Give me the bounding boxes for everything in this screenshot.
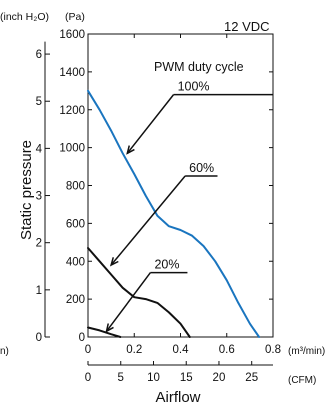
y-tick-label: 600 <box>66 218 85 230</box>
left-edge-fragment: n) <box>0 346 9 357</box>
y2-tick-label: 5 <box>36 96 42 108</box>
annotation-leader <box>110 175 186 266</box>
x-tick-label: 0.2 <box>126 344 142 356</box>
annotation-label: 20% <box>154 258 179 272</box>
x-unit-primary: (m³/min) <box>288 346 325 357</box>
y2-tick-label: 4 <box>36 143 43 155</box>
y-tick-label: 800 <box>66 181 85 193</box>
y-tick-label: 200 <box>66 294 85 306</box>
y2-tick-label: 1 <box>36 285 42 297</box>
x-axis-title: Airflow <box>155 389 200 406</box>
y2-tick-label: 3 <box>36 191 42 203</box>
chart-title: 12 VDC <box>224 19 270 34</box>
curves-layer <box>87 89 261 338</box>
legend-heading: PWM duty cycle <box>154 60 244 74</box>
curve-60-percent <box>87 247 191 338</box>
annotations-layer: 100% 60% 20% <box>105 80 273 333</box>
x-unit-secondary: (CFM) <box>288 375 316 386</box>
x2-tick-label: 15 <box>180 372 193 384</box>
y-axis-title: Static pressure <box>18 140 35 240</box>
x-tick-label: 0.8 <box>265 344 281 356</box>
y-unit-secondary: (inch H₂O) <box>0 11 49 23</box>
annotation-arrowhead <box>126 145 135 155</box>
y2-tick-label: 6 <box>36 49 42 61</box>
x2-tick-label: 10 <box>147 372 160 384</box>
y2-tick-label: 2 <box>36 238 42 250</box>
curve-20-percent <box>87 326 122 338</box>
x2-tick-label: 0 <box>85 372 91 384</box>
annotation-label: 60% <box>189 161 214 175</box>
x2-tick-label: 25 <box>245 372 258 384</box>
y-tick-label: 1600 <box>59 29 85 41</box>
curve-100-percent <box>87 89 261 338</box>
y-tick-label: 0 <box>79 332 85 344</box>
annotation-leader <box>126 94 175 154</box>
y2-tick-label: 0 <box>36 332 42 344</box>
y-unit-primary: (Pa) <box>65 11 85 23</box>
annotation-arrowhead <box>109 257 119 267</box>
y-tick-label: 1200 <box>59 105 85 117</box>
x2-tick-label: 20 <box>213 372 226 384</box>
x-tick-label: 0.4 <box>173 344 190 356</box>
x-tick-label: 0 <box>85 344 91 356</box>
y-tick-label: 1400 <box>59 67 85 79</box>
annotation-leader <box>105 272 152 332</box>
y-tick-label: 400 <box>66 256 85 268</box>
y-tick-label: 1000 <box>59 143 85 155</box>
x-tick-label: 0.6 <box>219 344 235 356</box>
annotation-arrowhead <box>105 323 114 333</box>
annotation-label: 100% <box>178 80 210 94</box>
x2-tick-label: 5 <box>118 372 124 384</box>
